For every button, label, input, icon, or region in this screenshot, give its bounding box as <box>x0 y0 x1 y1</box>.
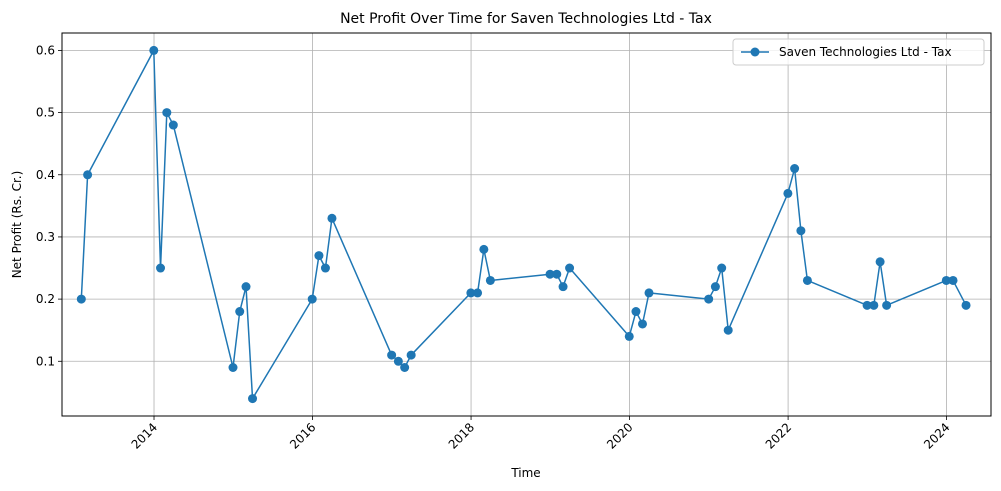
y-tick-label: 0.6 <box>36 43 55 57</box>
plot-frame <box>61 32 992 417</box>
data-point <box>307 294 317 304</box>
x-tick-label: 2018 <box>446 420 477 451</box>
data-point <box>783 188 793 198</box>
legend-label: Saven Technologies Ltd - Tax <box>779 45 952 59</box>
data-point <box>327 213 337 223</box>
legend: Saven Technologies Ltd - Tax <box>732 38 985 66</box>
series-line <box>80 49 967 400</box>
data-point <box>790 164 800 174</box>
data-point <box>862 300 872 310</box>
data-point <box>400 363 410 373</box>
y-tick-label: 0.4 <box>36 168 55 182</box>
data-point <box>875 257 885 267</box>
data-point <box>241 282 251 292</box>
data-point <box>882 300 892 310</box>
chart-title: Net Profit Over Time for Saven Technolog… <box>340 11 712 27</box>
data-point <box>558 282 568 292</box>
data-point <box>710 282 720 292</box>
data-point <box>961 300 971 310</box>
data-point <box>314 251 324 261</box>
x-tick-label: 2022 <box>763 420 794 451</box>
x-tick-label: 2020 <box>604 420 635 451</box>
data-point <box>565 263 575 273</box>
y-axis-label: Net Profit (Rs. Cr.) <box>10 171 24 279</box>
grid <box>62 33 991 416</box>
y-tick-label: 0.1 <box>36 354 55 368</box>
data-point <box>644 288 654 298</box>
x-tick-label: 2024 <box>921 420 952 451</box>
y-tick-label: 0.3 <box>36 230 55 244</box>
data-point <box>406 350 416 360</box>
legend-marker-swatch <box>750 47 760 57</box>
data-point <box>704 294 714 304</box>
data-point <box>869 300 879 310</box>
data-point <box>248 394 258 404</box>
data-point <box>466 288 476 298</box>
data-point <box>393 356 403 366</box>
data-point <box>948 275 958 285</box>
data-point <box>473 288 483 298</box>
data-point <box>76 294 86 304</box>
y-tick-label: 0.2 <box>36 292 55 306</box>
legend-box <box>732 38 985 66</box>
data-point <box>235 307 245 317</box>
data-point <box>485 275 495 285</box>
data-point <box>637 319 647 329</box>
data-point <box>631 307 641 317</box>
data-point <box>479 244 489 254</box>
data-point <box>552 269 562 279</box>
data-point <box>723 325 733 335</box>
x-axis: 2014 2016 2018 2020 2022 2024 <box>129 416 953 452</box>
data-point <box>802 275 812 285</box>
data-point <box>162 108 172 118</box>
data-point <box>717 263 727 273</box>
data-point <box>149 45 159 55</box>
data-point <box>545 269 555 279</box>
data-point <box>796 226 806 236</box>
y-axis: 0.1 0.2 0.3 0.4 0.5 0.6 <box>36 43 62 368</box>
x-tick-label: 2016 <box>287 420 318 451</box>
data-point <box>156 263 166 273</box>
x-axis-label: Time <box>510 466 540 480</box>
data-point <box>83 170 93 180</box>
data-point <box>168 120 178 130</box>
data-point <box>228 363 238 373</box>
series-layer <box>76 45 971 404</box>
data-point <box>387 350 397 360</box>
x-tick-label: 2014 <box>129 420 160 451</box>
data-point <box>624 331 634 341</box>
data-point <box>941 275 951 285</box>
y-tick-label: 0.5 <box>36 106 55 120</box>
data-point <box>320 263 330 273</box>
